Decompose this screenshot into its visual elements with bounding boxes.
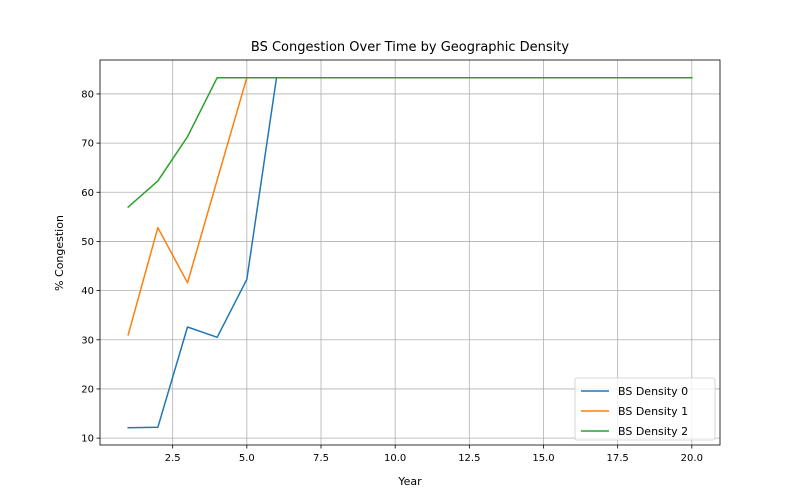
x-tick-label: 2.5 (165, 453, 181, 464)
grid-lines (100, 60, 720, 445)
legend-entry: BS Density 1 (618, 405, 688, 418)
series-line-density-0 (127, 76, 693, 429)
plot-frame (99, 59, 721, 446)
legend-box (574, 377, 716, 441)
y-tick-label: 50 (81, 237, 94, 248)
x-tick-label: 12.5 (458, 453, 480, 464)
x-tick-label: 10.0 (384, 453, 406, 464)
y-axis-label: % Congestion (53, 215, 66, 291)
series-line-density-1 (127, 76, 693, 336)
y-tick-label: 20 (81, 384, 94, 395)
y-tick-label: 60 (81, 188, 94, 199)
series-line-density-2 (127, 76, 693, 209)
x-tick-label: 5.0 (239, 453, 255, 464)
x-tick-label: 20.0 (681, 453, 703, 464)
y-tick-label: 10 (81, 434, 94, 445)
legend: BS Density 0 BS Density 1 BS Density 2 (574, 377, 716, 441)
x-axis-label: Year (397, 475, 422, 488)
legend-entry: BS Density 0 (618, 385, 688, 398)
chart-title: BS Congestion Over Time by Geographic De… (251, 40, 570, 55)
y-tick-label: 70 (81, 139, 94, 150)
axis-ticks: 2.5 5.0 7.5 10.0 12.5 15.0 17.5 20.0 10 20 30 40 50 6… (81, 89, 703, 464)
y-tick-label: 80 (81, 89, 94, 100)
y-tick-label: 40 (81, 286, 94, 297)
x-tick-label: 17.5 (607, 453, 629, 464)
x-tick-label: 15.0 (532, 453, 554, 464)
legend-entry: BS Density 2 (618, 425, 688, 438)
series-lines (127, 76, 693, 429)
y-tick-label: 30 (81, 335, 94, 346)
x-tick-label: 7.5 (313, 453, 329, 464)
